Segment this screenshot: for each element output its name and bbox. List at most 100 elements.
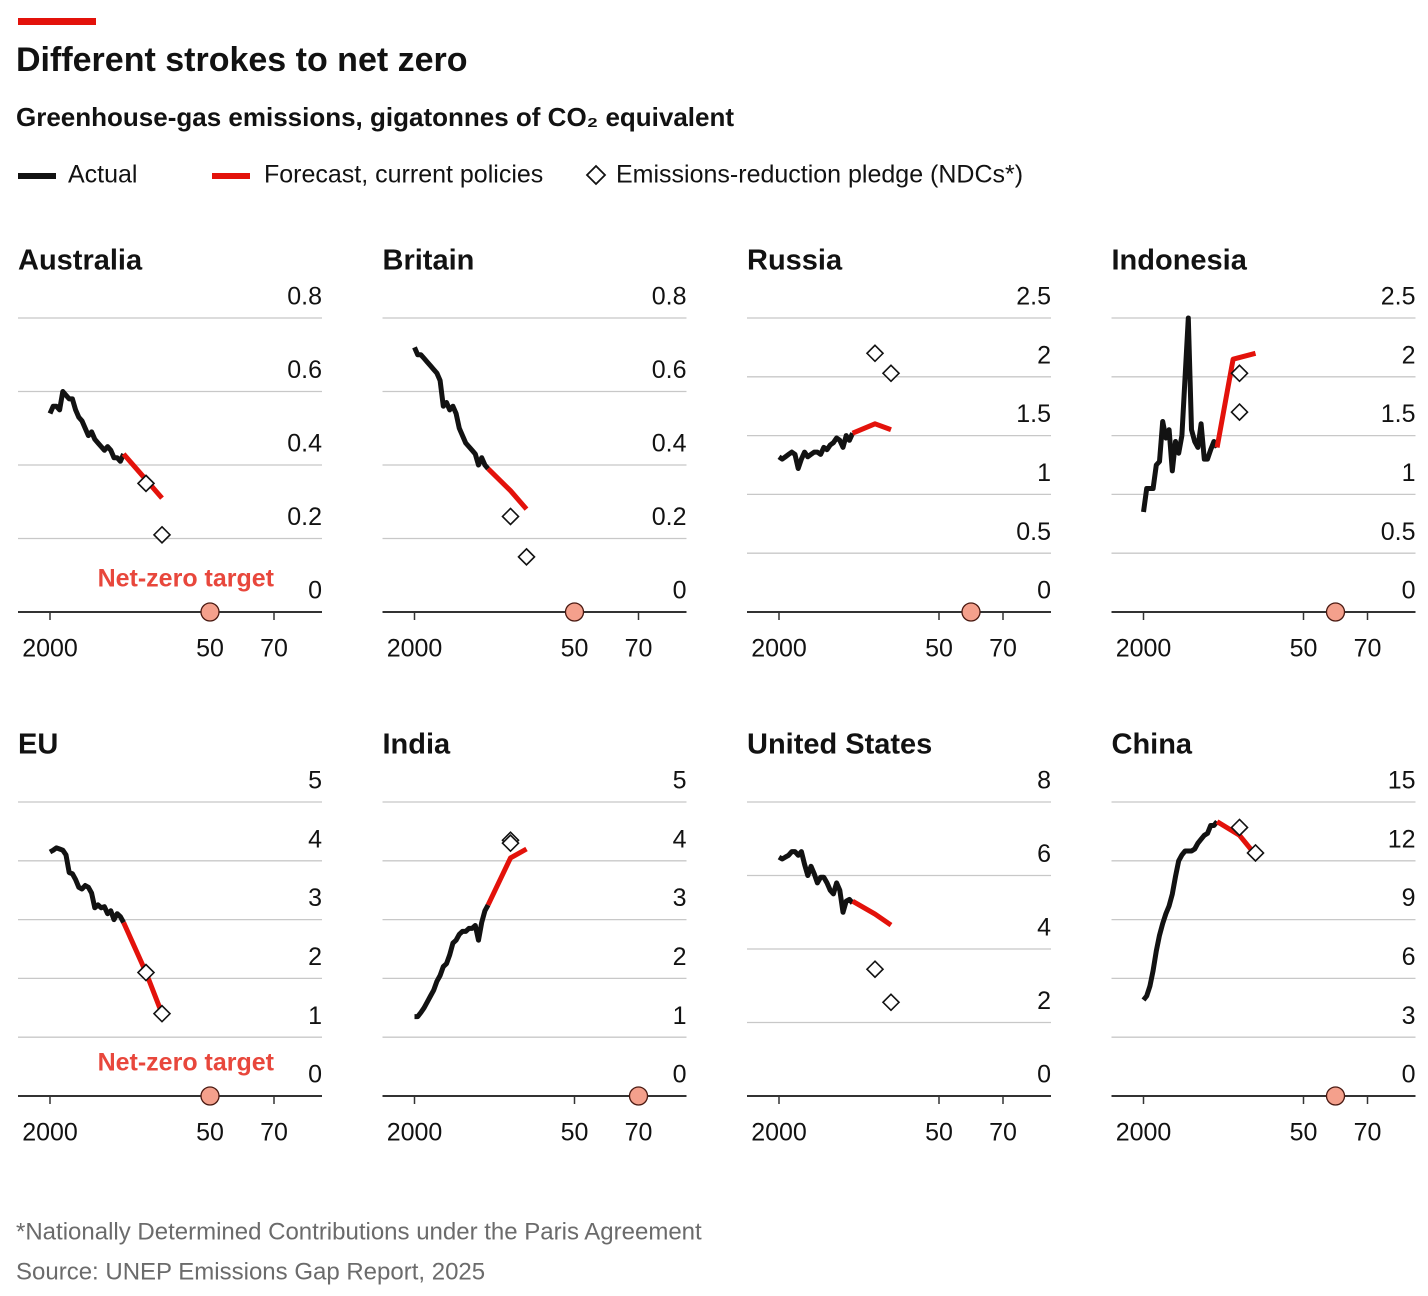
y-tick-label: 3 [1402,1002,1416,1030]
pledge-marker [1230,364,1249,383]
x-tick-label: 50 [925,635,953,663]
pledge-marker [152,1004,172,1023]
actual-line [47,389,126,464]
y-tick-label: 6 [1402,943,1416,971]
source: Source: UNEP Emissions Gap Report, 2025 [16,1258,485,1285]
actual-line [1141,315,1220,513]
y-tick-label: 2 [1037,987,1051,1015]
pledge-marker [136,963,156,982]
y-tick-label: 0.4 [652,430,687,458]
legend-diamond [585,164,607,186]
actual-line [1141,820,1220,1002]
x-tick-label: 2000 [751,635,807,663]
y-tick-label: 0.6 [652,356,687,384]
y-tick-label: 0 [308,1061,322,1089]
y-tick-label: 12 [1388,825,1416,853]
legend-swatch [18,173,56,179]
y-tick-label: 1 [673,1002,687,1030]
x-tick-label: 50 [561,635,589,663]
y-tick-label: 0.4 [287,430,322,458]
legend-label: Actual [68,161,137,189]
legend-label: Emissions-reduction pledge (NDCs*) [616,161,1023,189]
pledge-marker [136,474,156,493]
x-tick-label: 70 [260,635,288,663]
pledge-marker [152,525,172,544]
pledge-marker [517,547,536,567]
x-tick-label: 50 [1290,635,1318,663]
x-tick-label: 70 [989,635,1017,663]
annotation: Net-zero target [98,565,275,593]
panel-title: Australia [18,245,143,277]
pledge-marker [501,834,520,853]
y-tick-label: 0.8 [652,283,687,311]
panel-title: Indonesia [1112,245,1248,277]
actual-line [777,849,855,915]
x-tick-label: 2000 [22,635,78,663]
forecast-line [486,466,529,511]
panel-title: Russia [747,245,843,277]
pledge-marker [501,507,520,526]
panel-title: Britain [383,245,475,277]
y-tick-label: 0 [1402,1061,1416,1089]
y-tick-label: 0.8 [287,283,322,311]
net-zero-target [1325,602,1346,622]
panel-title: United States [747,729,932,761]
x-tick-label: 50 [925,1119,953,1147]
annotation: Net-zero target [98,1049,275,1077]
panel-title: India [383,729,452,761]
actual-line [48,845,126,924]
y-tick-label: 3 [308,884,322,912]
x-tick-label: 50 [196,1119,224,1147]
y-tick-label: 5 [673,767,687,795]
y-tick-label: 4 [673,825,687,853]
legend-swatch [212,173,250,179]
y-tick-label: 2 [673,943,687,971]
y-tick-label: 2 [1037,341,1051,369]
pledge-marker [1246,843,1265,863]
y-tick-label: 1 [308,1002,322,1030]
forecast-line [851,899,893,928]
actual-line [412,346,490,471]
subtitle: Greenhouse-gas emissions, gigatonnes of … [16,102,734,132]
title: Different strokes to net zero [16,41,468,79]
y-tick-label: 0.2 [652,503,687,531]
y-tick-label: 0 [673,577,687,605]
y-tick-label: 2 [308,943,322,971]
y-tick-label: 0.5 [1016,518,1051,546]
y-tick-label: 0 [308,577,322,605]
pledge-marker [1230,402,1249,422]
x-tick-label: 70 [1354,1119,1382,1147]
forecast-line [851,421,892,436]
footnote: *Nationally Determined Contributions und… [16,1218,702,1245]
y-tick-label: 0.5 [1381,518,1416,546]
y-tick-label: 0 [1037,577,1051,605]
x-tick-label: 70 [625,635,653,663]
y-tick-label: 0 [1037,1061,1051,1089]
x-tick-label: 70 [260,1119,288,1147]
y-tick-label: 6 [1037,840,1051,868]
y-tick-label: 1 [1402,459,1416,487]
net-zero-target [200,1086,220,1106]
forecast-line [121,452,164,500]
y-tick-label: 1 [1037,459,1051,487]
x-tick-label: 2000 [751,1119,807,1147]
x-tick-label: 2000 [1116,1119,1172,1147]
pledge-marker [865,344,885,363]
pledge-marker [881,364,901,383]
y-tick-label: 8 [1037,767,1051,795]
y-tick-label: 2.5 [1381,283,1416,311]
pledge-marker [1230,818,1249,837]
y-tick-label: 3 [673,884,687,912]
legend-label: Forecast, current policies [264,161,543,189]
panel-title: China [1112,729,1193,761]
y-tick-label: 2.5 [1016,283,1051,311]
panel-title: EU [18,729,58,761]
x-tick-label: 50 [561,1119,589,1147]
y-tick-label: 5 [308,767,322,795]
y-tick-label: 15 [1388,767,1416,795]
x-tick-label: 2000 [1116,635,1172,663]
y-tick-label: 4 [308,825,322,853]
y-tick-label: 0 [1402,577,1416,605]
y-tick-label: 2 [1402,341,1416,369]
